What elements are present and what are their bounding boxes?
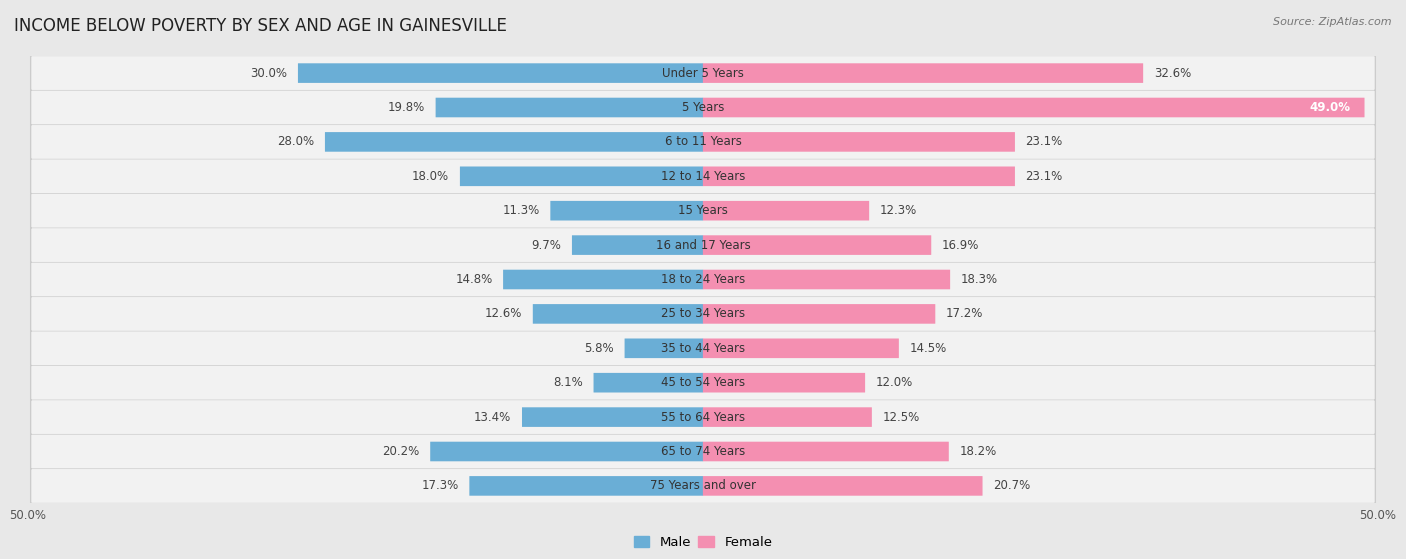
FancyBboxPatch shape — [325, 132, 703, 151]
Text: 23.1%: 23.1% — [1025, 135, 1063, 148]
Text: 13.4%: 13.4% — [474, 411, 512, 424]
Text: 18.3%: 18.3% — [960, 273, 998, 286]
Text: 18.0%: 18.0% — [412, 170, 450, 183]
Text: 5.8%: 5.8% — [585, 342, 614, 355]
FancyBboxPatch shape — [298, 63, 703, 83]
Text: 16.9%: 16.9% — [942, 239, 980, 252]
Legend: Male, Female: Male, Female — [628, 531, 778, 555]
Text: 20.7%: 20.7% — [993, 480, 1031, 492]
FancyBboxPatch shape — [703, 167, 1015, 186]
FancyBboxPatch shape — [32, 194, 1374, 228]
Text: 12.3%: 12.3% — [880, 204, 917, 217]
FancyBboxPatch shape — [572, 235, 703, 255]
Text: 14.8%: 14.8% — [456, 273, 492, 286]
Text: 12 to 14 Years: 12 to 14 Years — [661, 170, 745, 183]
Text: 32.6%: 32.6% — [1154, 67, 1191, 79]
Text: Source: ZipAtlas.com: Source: ZipAtlas.com — [1274, 17, 1392, 27]
FancyBboxPatch shape — [593, 373, 703, 392]
Text: 15 Years: 15 Years — [678, 204, 728, 217]
Text: 17.2%: 17.2% — [946, 307, 983, 320]
FancyBboxPatch shape — [32, 469, 1374, 503]
Text: 23.1%: 23.1% — [1025, 170, 1063, 183]
Text: 6 to 11 Years: 6 to 11 Years — [665, 135, 741, 148]
Text: 16 and 17 Years: 16 and 17 Years — [655, 239, 751, 252]
Text: 11.3%: 11.3% — [502, 204, 540, 217]
FancyBboxPatch shape — [32, 366, 1374, 400]
Text: INCOME BELOW POVERTY BY SEX AND AGE IN GAINESVILLE: INCOME BELOW POVERTY BY SEX AND AGE IN G… — [14, 17, 508, 35]
FancyBboxPatch shape — [32, 159, 1374, 193]
FancyBboxPatch shape — [32, 91, 1374, 124]
FancyBboxPatch shape — [624, 339, 703, 358]
FancyBboxPatch shape — [550, 201, 703, 220]
FancyBboxPatch shape — [533, 304, 703, 324]
FancyBboxPatch shape — [32, 435, 1374, 468]
FancyBboxPatch shape — [703, 476, 983, 496]
FancyBboxPatch shape — [703, 98, 1364, 117]
Text: 25 to 34 Years: 25 to 34 Years — [661, 307, 745, 320]
FancyBboxPatch shape — [430, 442, 703, 461]
Text: 12.5%: 12.5% — [883, 411, 920, 424]
FancyBboxPatch shape — [522, 408, 703, 427]
FancyBboxPatch shape — [703, 132, 1015, 151]
FancyBboxPatch shape — [703, 304, 935, 324]
Text: 35 to 44 Years: 35 to 44 Years — [661, 342, 745, 355]
FancyBboxPatch shape — [32, 56, 1374, 90]
Text: 18.2%: 18.2% — [959, 445, 997, 458]
Text: 65 to 74 Years: 65 to 74 Years — [661, 445, 745, 458]
Text: 45 to 54 Years: 45 to 54 Years — [661, 376, 745, 389]
FancyBboxPatch shape — [32, 125, 1374, 159]
FancyBboxPatch shape — [32, 400, 1374, 434]
FancyBboxPatch shape — [703, 339, 898, 358]
Text: 30.0%: 30.0% — [250, 67, 287, 79]
Text: 18 to 24 Years: 18 to 24 Years — [661, 273, 745, 286]
Text: 8.1%: 8.1% — [553, 376, 583, 389]
FancyBboxPatch shape — [32, 263, 1374, 296]
FancyBboxPatch shape — [703, 269, 950, 290]
Text: 14.5%: 14.5% — [910, 342, 946, 355]
FancyBboxPatch shape — [703, 235, 931, 255]
FancyBboxPatch shape — [503, 269, 703, 290]
Text: 28.0%: 28.0% — [277, 135, 315, 148]
Text: 55 to 64 Years: 55 to 64 Years — [661, 411, 745, 424]
Text: 19.8%: 19.8% — [388, 101, 425, 114]
FancyBboxPatch shape — [703, 408, 872, 427]
FancyBboxPatch shape — [460, 167, 703, 186]
Text: 12.6%: 12.6% — [485, 307, 522, 320]
Text: 49.0%: 49.0% — [1310, 101, 1351, 114]
Text: 17.3%: 17.3% — [422, 480, 458, 492]
FancyBboxPatch shape — [436, 98, 703, 117]
Text: Under 5 Years: Under 5 Years — [662, 67, 744, 79]
FancyBboxPatch shape — [703, 373, 865, 392]
Text: 9.7%: 9.7% — [531, 239, 561, 252]
FancyBboxPatch shape — [703, 442, 949, 461]
FancyBboxPatch shape — [703, 63, 1143, 83]
Text: 12.0%: 12.0% — [876, 376, 912, 389]
Text: 75 Years and over: 75 Years and over — [650, 480, 756, 492]
FancyBboxPatch shape — [703, 201, 869, 220]
Text: 20.2%: 20.2% — [382, 445, 419, 458]
Text: 5 Years: 5 Years — [682, 101, 724, 114]
FancyBboxPatch shape — [32, 331, 1374, 365]
FancyBboxPatch shape — [470, 476, 703, 496]
FancyBboxPatch shape — [32, 228, 1374, 262]
FancyBboxPatch shape — [32, 297, 1374, 331]
